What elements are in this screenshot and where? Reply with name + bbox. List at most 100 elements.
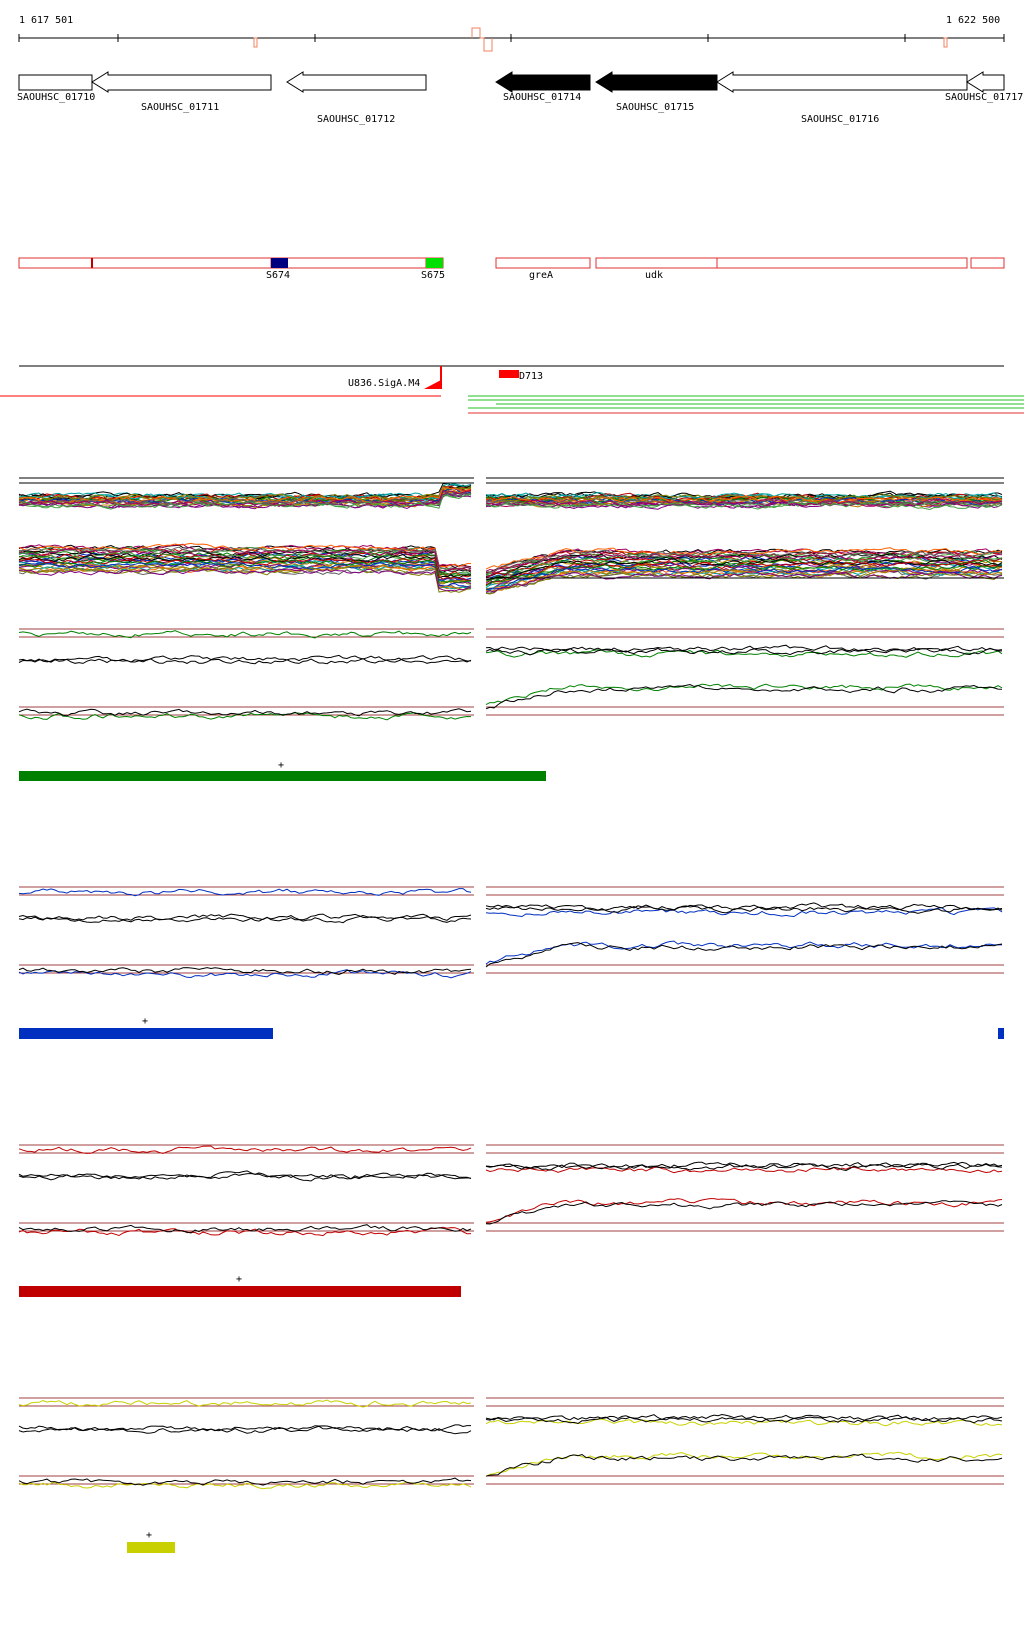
- expression-trace: [485, 570, 1002, 594]
- feature-boxes: [18, 257, 1005, 269]
- segment-marker: +: [142, 1016, 148, 1027]
- expression-trace: [18, 913, 472, 924]
- feature-label: udk: [645, 270, 663, 281]
- expression-trace: [18, 493, 472, 509]
- gene-arrow[interactable]: SAOUHSC_01710: [17, 74, 95, 103]
- expression-trace: [485, 1166, 1003, 1174]
- expression-trace: [19, 559, 472, 584]
- expression-trace: [485, 904, 1003, 914]
- blue-segment-bar[interactable]: [998, 1028, 1004, 1039]
- expression-trace: [18, 554, 472, 579]
- expression-trace: [485, 1453, 1003, 1477]
- segment-marker: +: [236, 1274, 242, 1285]
- expression-trace: [485, 500, 1003, 511]
- feature-label: S674: [266, 270, 290, 281]
- expression-trace: [18, 542, 472, 568]
- feature-s674-box[interactable]: [271, 258, 288, 268]
- yellow-segment-bar[interactable]: [127, 1542, 175, 1553]
- expression-trace: [485, 902, 1003, 911]
- expression-trace: [18, 708, 472, 717]
- expression-trace: [485, 493, 1003, 502]
- position-ruler: 1 617 501 1 622 500: [18, 15, 1005, 52]
- expression-trace: [485, 491, 1003, 500]
- expression-trace: [18, 1170, 472, 1180]
- feature-label: greA: [529, 270, 553, 281]
- expression-trace: [485, 683, 1003, 706]
- transcript-lines: [0, 395, 1024, 414]
- expression-trace: [485, 942, 1003, 968]
- blue-segment-bar[interactable]: [19, 1028, 273, 1039]
- expression-trace: [485, 571, 1003, 593]
- expression-trace: [18, 1477, 472, 1486]
- gene-arrow[interactable]: SAOUHSC_01715: [595, 71, 718, 113]
- expression-trace: [18, 564, 472, 591]
- expression-trace: [18, 568, 472, 592]
- ruler-ticks: [18, 34, 1005, 42]
- expression-trace: [18, 630, 472, 639]
- expression-trace: [18, 1399, 472, 1408]
- segment-marker: +: [146, 1530, 152, 1541]
- gene-arrow[interactable]: SAOUHSC_01712: [286, 71, 427, 125]
- expression-trace: [485, 1415, 1003, 1425]
- expression-trace: [18, 1481, 472, 1490]
- expression-trace: [18, 486, 472, 502]
- expression-trace: [485, 1200, 1003, 1225]
- expression-trace: [18, 561, 472, 588]
- expression-trace: [18, 1425, 472, 1435]
- ruler-markers: [253, 27, 948, 52]
- expression-trace: [485, 647, 1003, 656]
- expression-trace: [18, 654, 472, 663]
- expression-trace: [18, 657, 472, 665]
- expression-trace: [485, 495, 1003, 505]
- expression-trace: [18, 492, 472, 510]
- feature-s675-box[interactable]: [426, 258, 443, 268]
- ruler-end-label: 1 622 500: [946, 15, 1000, 26]
- expression-trace: [485, 683, 1003, 710]
- gene-label: SAOUHSC_01716: [801, 114, 879, 125]
- terminator-box[interactable]: [499, 370, 519, 378]
- gene-label: SAOUHSC_01715: [616, 102, 694, 113]
- expression-trace: [485, 572, 1003, 595]
- expression-trace: [18, 566, 472, 593]
- expression-trace: [485, 568, 1003, 592]
- segment-bars: + + + +: [19, 760, 1004, 1553]
- expression-trace: [485, 1413, 1003, 1422]
- expression-trace: [18, 1226, 472, 1237]
- expression-trace: [18, 967, 472, 976]
- expression-trace: [485, 565, 1003, 591]
- gene-label: SAOUHSC_01717: [945, 92, 1023, 103]
- expression-trace: [18, 552, 472, 576]
- expression-trace: [485, 940, 1003, 965]
- green-segment-bar[interactable]: [19, 771, 546, 781]
- expression-trace: [18, 548, 472, 572]
- expression-trace: [485, 501, 1003, 509]
- expression-trace: [18, 1145, 472, 1155]
- gene-arrow[interactable]: SAOUHSC_01714: [495, 71, 591, 103]
- expression-trace: [485, 555, 1003, 581]
- annotation-label: D713: [519, 371, 543, 382]
- gene-arrow[interactable]: SAOUHSC_01711: [91, 71, 272, 113]
- expression-trace: [485, 907, 1003, 918]
- red-segment-bar[interactable]: [19, 1286, 461, 1297]
- expression-trace: [18, 888, 472, 897]
- expression-plots: [18, 477, 1004, 1490]
- expression-trace: [485, 1198, 1003, 1223]
- expression-trace: [485, 1162, 1003, 1172]
- segment-marker: +: [278, 760, 284, 771]
- expression-trace: [18, 482, 472, 502]
- ruler-start-label: 1 617 501: [19, 15, 73, 26]
- feature-label: S675: [421, 270, 445, 281]
- gene-label: SAOUHSC_01712: [317, 114, 395, 125]
- expression-trace: [485, 565, 1003, 591]
- expression-trace: [485, 563, 1003, 587]
- expression-trace: [485, 649, 1003, 658]
- expression-trace: [18, 1224, 472, 1234]
- promoter-arrow[interactable]: [424, 380, 441, 389]
- annotation-track: U836.SigA.M4 D713: [0, 365, 1024, 414]
- gene-label: SAOUHSC_01710: [17, 92, 95, 103]
- annotation-label: U836.SigA.M4: [348, 378, 420, 389]
- gene-arrow[interactable]: SAOUHSC_01716: [716, 71, 968, 125]
- gene-arrow[interactable]: SAOUHSC_01717: [945, 71, 1023, 103]
- expression-trace: [18, 712, 472, 721]
